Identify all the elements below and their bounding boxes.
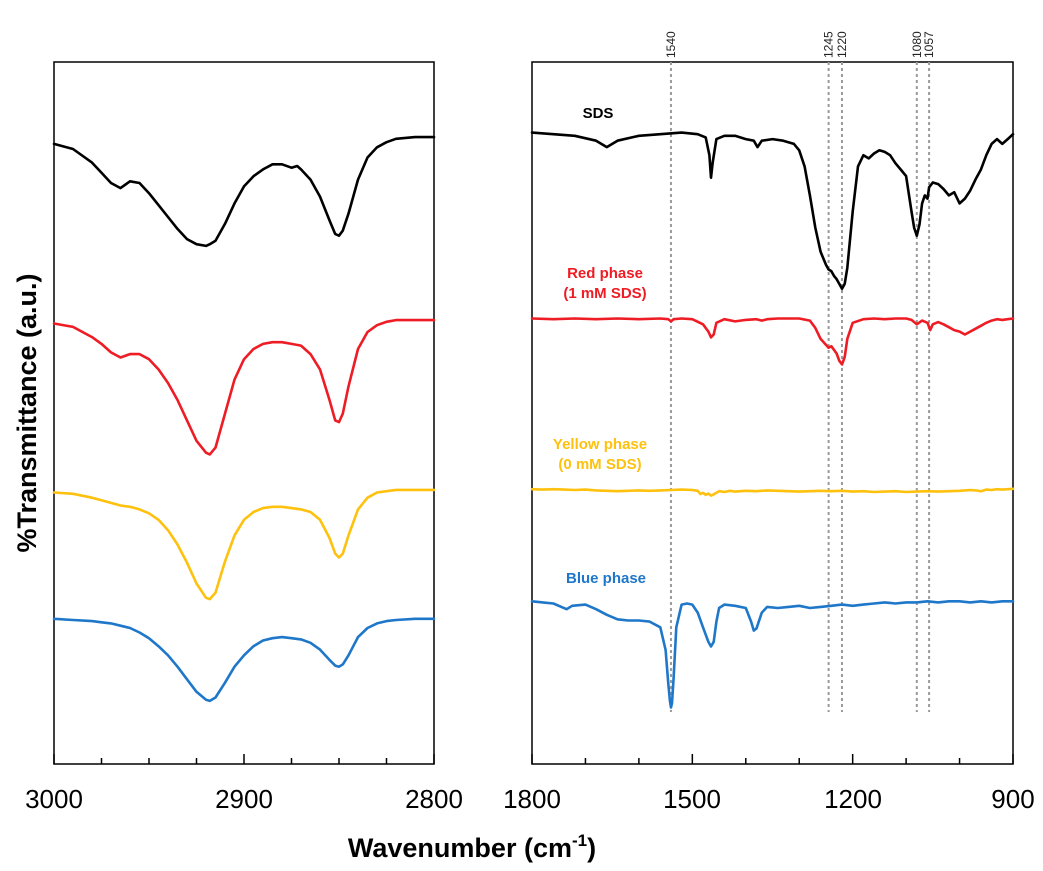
series-label-red-phase: Red phase (1 mM SDS): [563, 265, 646, 302]
right-tick-label-900: 900: [991, 784, 1034, 814]
series-label-sds: SDS: [583, 105, 614, 122]
left-series-line-2: [52, 488, 436, 601]
left-series-line-1: [52, 318, 436, 456]
series-label-line: Yellow phase: [553, 436, 647, 453]
x-axis-title-main: Wavenumber (cm: [348, 833, 572, 863]
right-tick-label-1500: 1500: [663, 784, 721, 814]
right-plot-frame: [531, 61, 1014, 765]
left-plot-frame: [53, 61, 435, 765]
series-label-line: (0 mM SDS): [558, 456, 641, 473]
left-series-line-0: [52, 135, 436, 248]
reference-label-1220: 1220: [835, 31, 849, 58]
x-axis-title: Wavenumber (cm-1): [348, 831, 596, 863]
reference-label-1080: 1080: [910, 31, 924, 58]
right-tick-label-1200: 1200: [824, 784, 882, 814]
left-tick-label-2800: 2800: [405, 784, 463, 814]
series-label-line: Blue phase: [566, 570, 646, 587]
reference-label-1057: 1057: [922, 31, 936, 58]
y-axis-title: %Transmittance (a.u.): [12, 273, 42, 552]
right-series-line-2: [530, 487, 1015, 497]
right-series-line-0: [530, 131, 1015, 291]
reference-label-1245: 1245: [822, 31, 836, 58]
right-x-ticks: [531, 754, 1014, 764]
left-panel: 3000 2900 2800: [25, 61, 463, 814]
reference-label-1540: 1540: [664, 31, 678, 58]
series-label-line: Red phase: [567, 265, 643, 282]
series-label-yellow-phase: Yellow phase (0 mM SDS): [553, 436, 647, 473]
left-tick-label-3000: 3000: [25, 784, 83, 814]
series-label-line: SDS: [583, 105, 614, 122]
series-label-blue-phase: Blue phase: [566, 570, 646, 587]
right-series-group: [530, 131, 1015, 709]
x-axis-title-close: ): [587, 833, 596, 863]
left-series-group: [52, 135, 436, 703]
right-series-line-1: [530, 317, 1015, 366]
left-series-line-3: [52, 617, 436, 703]
series-label-line: (1 mM SDS): [563, 285, 646, 302]
right-series-line-3: [530, 600, 1015, 709]
right-tick-label-1800: 1800: [503, 784, 561, 814]
x-axis-title-sup: -1: [572, 831, 587, 850]
left-tick-label-2900: 2900: [215, 784, 273, 814]
left-x-ticks: [53, 754, 435, 764]
